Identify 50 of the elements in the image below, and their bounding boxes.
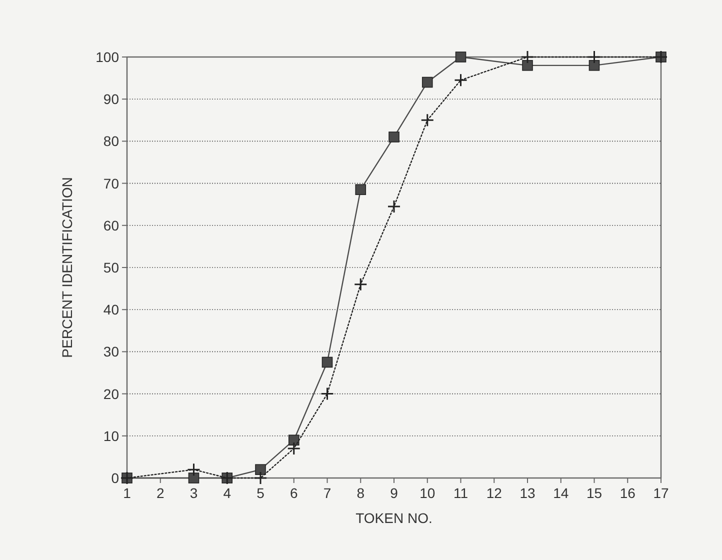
x-tick-label: 5: [256, 485, 265, 501]
y-tick-label: 70: [103, 175, 120, 192]
point: [288, 434, 300, 446]
y-tick-label: 100: [96, 49, 120, 65]
point: [255, 464, 266, 475]
point: [455, 52, 466, 62]
point: [588, 50, 601, 64]
x-tick-label: 16: [620, 485, 636, 501]
point: [322, 356, 333, 368]
point: [355, 184, 366, 196]
point: [420, 113, 434, 127]
point: [520, 50, 534, 64]
y-tick-label: 30: [103, 344, 120, 360]
x-tick-label: 1: [123, 485, 132, 501]
point: [522, 60, 533, 71]
x-tick-label: 10: [420, 485, 436, 501]
x-tick-label: 9: [390, 485, 398, 501]
x-tick-label: 15: [586, 485, 602, 501]
x-tick-label: 17: [653, 485, 669, 501]
point: [422, 76, 433, 88]
y-axis-title: PERCENT IDENTIFICATION: [59, 177, 75, 358]
x-tick-label: 7: [323, 485, 332, 501]
x-tick-label: 14: [553, 485, 569, 501]
y-tick-label: 90: [103, 91, 120, 108]
x-tick-label: 11: [453, 485, 468, 501]
point: [187, 462, 200, 476]
y-tick-label: 20: [103, 386, 120, 402]
y-tick-label: 80: [103, 133, 120, 150]
y-tick-label: 0: [111, 470, 120, 486]
y-tick-label: 10: [103, 428, 120, 444]
point: [354, 278, 368, 292]
x-tick-label: 8: [356, 485, 365, 501]
x-tick-label: 12: [486, 485, 502, 501]
y-tick-label: 40: [103, 302, 120, 318]
x-tick-label: 13: [520, 485, 536, 501]
x-tick-label: 2: [156, 485, 164, 501]
point: [254, 471, 268, 485]
point: [588, 60, 600, 71]
point: [387, 200, 401, 214]
x-tick-label: 6: [290, 485, 298, 501]
y-tick-label: 50: [103, 260, 120, 276]
point: [188, 472, 200, 484]
point: [388, 132, 400, 142]
x-axis-title: TOKEN NO.: [356, 510, 432, 526]
x-tick-label: 3: [190, 485, 198, 501]
point: [287, 442, 301, 456]
y-tick-label: 60: [103, 217, 120, 234]
point: [454, 73, 468, 87]
x-tick-label: 4: [223, 485, 232, 501]
point: [320, 387, 334, 401]
